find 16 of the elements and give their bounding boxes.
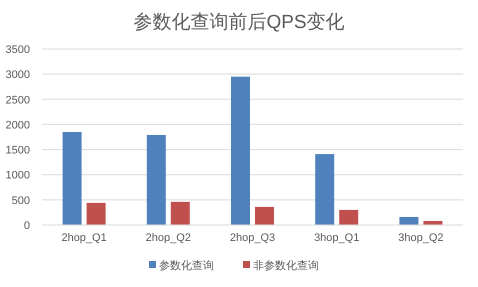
legend-label: 非参数化查询 <box>253 259 319 272</box>
x-tick-label: 3hop_Q1 <box>314 232 360 244</box>
x-tick-label: 2hop_Q1 <box>61 232 107 244</box>
y-tick-label: 3500 <box>6 44 30 56</box>
y-tick-label: 2000 <box>6 119 30 132</box>
y-tick-label: 500 <box>12 194 30 207</box>
x-tick-label: 2hop_Q2 <box>146 232 191 244</box>
y-tick-label: 0 <box>24 220 30 232</box>
y-tick-label: 2500 <box>6 94 30 106</box>
y-tick-label: 3000 <box>6 69 30 82</box>
y-tick-label: 1000 <box>6 170 30 182</box>
chart-title: 参数化查询前后QPS变化 <box>133 11 345 33</box>
legend-label: 参数化查询 <box>159 259 214 272</box>
y-tick-label: 1500 <box>6 144 30 157</box>
x-tick-label: 2hop_Q3 <box>230 232 276 244</box>
x-tick-label: 3hop_Q2 <box>398 232 444 244</box>
